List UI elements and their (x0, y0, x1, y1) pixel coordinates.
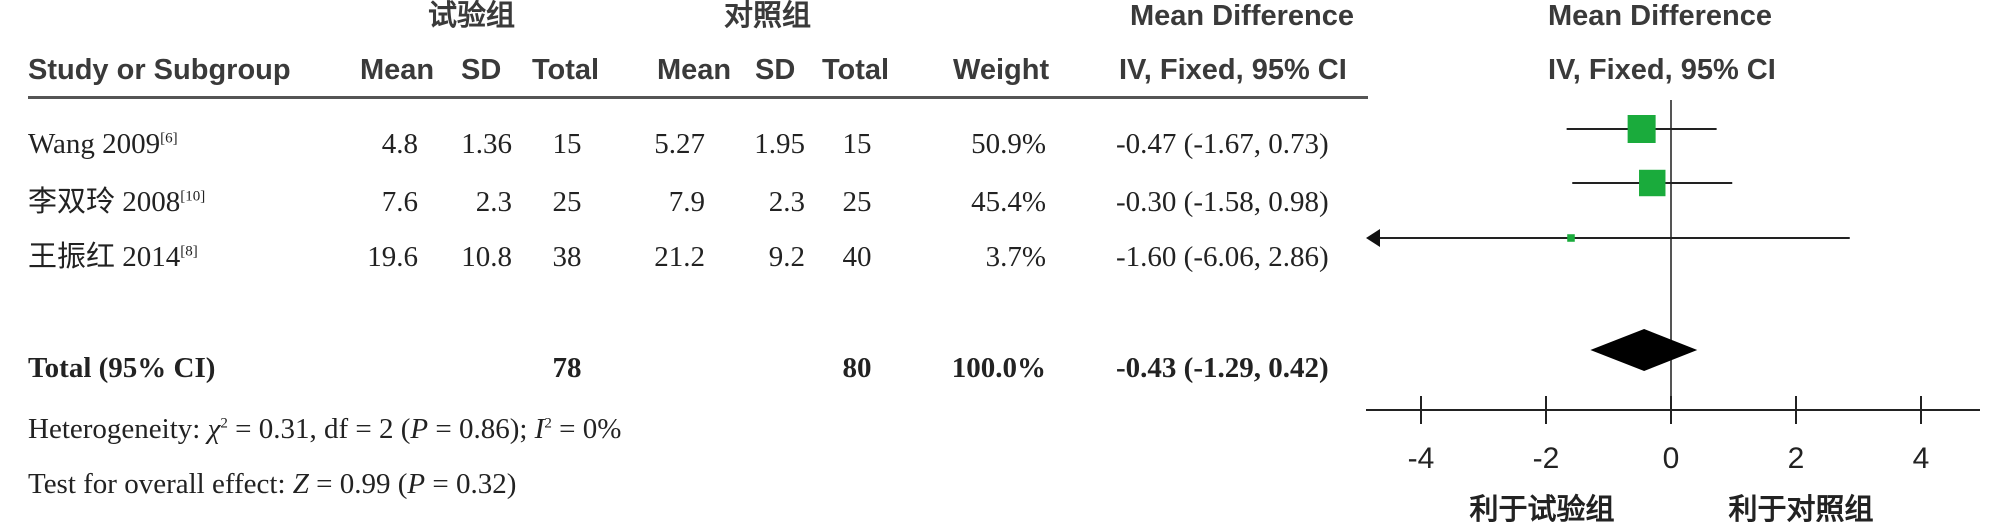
e-total: 25 (552, 186, 582, 218)
c-total: 40 (842, 241, 872, 273)
x-axis-tick-label: 4 (1913, 442, 1930, 475)
x-axis-tick-label: 0 (1663, 442, 1680, 475)
weight: 45.4% (971, 186, 1046, 218)
header-study: Study or Subgroup (28, 54, 291, 86)
e-total: 15 (552, 128, 582, 160)
favours-left-label: 利于试验组 (1469, 492, 1614, 522)
total-e-total: 78 (552, 352, 582, 384)
e-sd: 10.8 (461, 241, 512, 273)
e-mean: 7.6 (381, 186, 418, 218)
weight: 3.7% (985, 241, 1046, 273)
header-md-method: IV, Fixed, 95% CI (1119, 54, 1347, 86)
total-c-total: 80 (842, 352, 872, 384)
study-name: 李双玲 2008[10] (28, 186, 206, 218)
weight: 50.9% (971, 128, 1046, 160)
header-e-total: Total (532, 54, 600, 86)
header-group-control: 对照组 (724, 0, 812, 32)
header-c-mean: Mean (657, 54, 732, 86)
pooled-diamond (1590, 329, 1698, 371)
ci-text: -1.60 (-6.06, 2.86) (1116, 241, 1329, 273)
heterogeneity-text: Heterogeneity: χ2 = 0.31, df = 2 (P = 0.… (28, 413, 622, 445)
c-total: 25 (842, 186, 872, 218)
favours-right-label: 利于对照组 (1728, 492, 1873, 522)
c-mean: 5.27 (654, 128, 705, 160)
e-sd: 2.3 (475, 186, 512, 218)
total-ci-text: -0.43 (-1.29, 0.42) (1116, 352, 1329, 384)
c-sd: 9.2 (768, 241, 805, 273)
ci-text: -0.30 (-1.58, 0.98) (1116, 186, 1329, 218)
header-md-title: Mean Difference (1130, 0, 1355, 32)
study-marker (1567, 234, 1575, 242)
c-sd: 1.95 (754, 128, 805, 160)
e-sd: 1.36 (461, 128, 512, 160)
ci-clip-arrow (1366, 229, 1380, 247)
header-c-sd: SD (755, 54, 796, 86)
c-mean: 7.9 (668, 186, 705, 218)
c-total: 15 (842, 128, 872, 160)
total-label: Total (95% CI) (28, 352, 216, 384)
x-axis-tick-label: -2 (1533, 442, 1560, 475)
study-marker (1639, 169, 1666, 197)
header-group-experimental: 试验组 (428, 0, 516, 32)
header-e-sd: SD (461, 54, 502, 86)
header-divider (28, 96, 1368, 99)
e-mean: 19.6 (367, 241, 418, 273)
c-sd: 2.3 (768, 186, 805, 218)
e-total: 38 (552, 241, 582, 273)
header-plot-method: IV, Fixed, 95% CI (1548, 54, 1776, 86)
header-weight: Weight (953, 54, 1050, 86)
study-name: Wang 2009[6] (28, 128, 178, 160)
header-plot-title: Mean Difference (1548, 0, 1773, 32)
study-name: 王振红 2014[8] (28, 241, 198, 273)
ci-text: -0.47 (-1.67, 0.73) (1116, 128, 1329, 160)
total-weight: 100.0% (951, 352, 1046, 384)
header-e-mean: Mean (360, 54, 435, 86)
e-mean: 4.8 (381, 128, 418, 160)
header-c-total: Total (822, 54, 890, 86)
c-mean: 21.2 (654, 241, 705, 273)
overall-effect-text: Test for overall effect: Z = 0.99 (P = 0… (28, 468, 517, 500)
study-marker (1627, 115, 1656, 143)
x-axis-tick-label: -4 (1408, 442, 1435, 475)
x-axis-tick-label: 2 (1788, 442, 1805, 475)
